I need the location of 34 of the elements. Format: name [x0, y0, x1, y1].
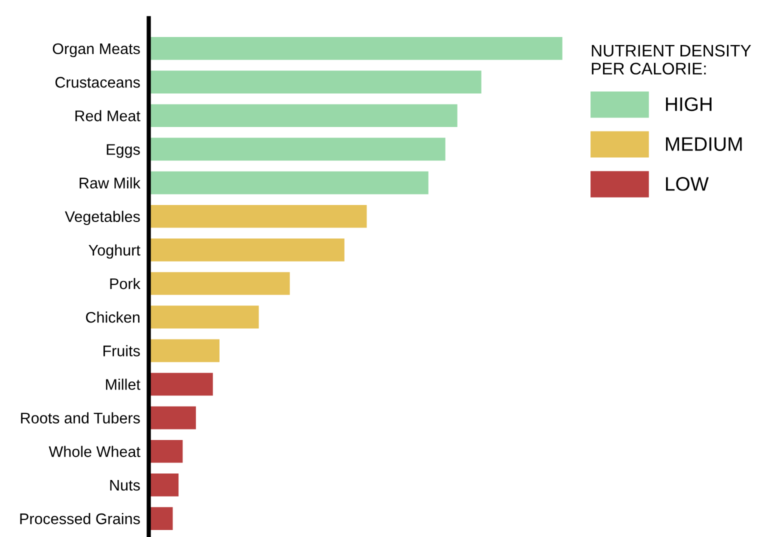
y-tick-label: Chicken — [86, 312, 140, 323]
y-tick-label: Vegetables — [64, 210, 140, 226]
bar — [148, 306, 259, 328]
legend-label: MEDIUM — [666, 137, 742, 151]
y-tick-label: Crustaceans — [55, 76, 140, 88]
bar — [148, 238, 344, 262]
bar — [148, 138, 446, 161]
bar — [148, 339, 220, 362]
y-tick-label: Processed Grains — [20, 513, 140, 524]
legend-label: LOW — [666, 177, 709, 191]
y-tick-label: Yoghurt — [88, 244, 140, 259]
y-tick-label: Organ Meats — [52, 43, 140, 58]
y-tick-label: Roots and Tubers — [21, 412, 140, 424]
bar — [148, 272, 290, 295]
y-tick-label: Red Meat — [75, 110, 140, 122]
y-tick-label: Raw Milk — [80, 177, 140, 188]
bar — [148, 406, 196, 430]
bar — [148, 507, 173, 530]
y-tick-label: Eggs — [106, 144, 140, 158]
bar — [148, 204, 367, 228]
bar — [148, 440, 183, 463]
y-tick-label: Pork — [110, 278, 140, 290]
y-tick-label: Millet — [106, 378, 140, 390]
bar — [148, 104, 458, 128]
bar — [148, 372, 213, 396]
bar — [148, 474, 179, 496]
y-tick-label: Whole Wheat — [48, 446, 140, 458]
y-tick-label: Fruits — [103, 345, 140, 356]
legend-title: NUTRIENT DENSITY PER CALORIE: — [592, 44, 752, 75]
y-tick-label: Nuts — [110, 480, 140, 491]
bar — [148, 70, 482, 94]
legend-label: HIGH — [666, 97, 712, 112]
bar — [148, 37, 562, 60]
bar — [148, 171, 428, 194]
